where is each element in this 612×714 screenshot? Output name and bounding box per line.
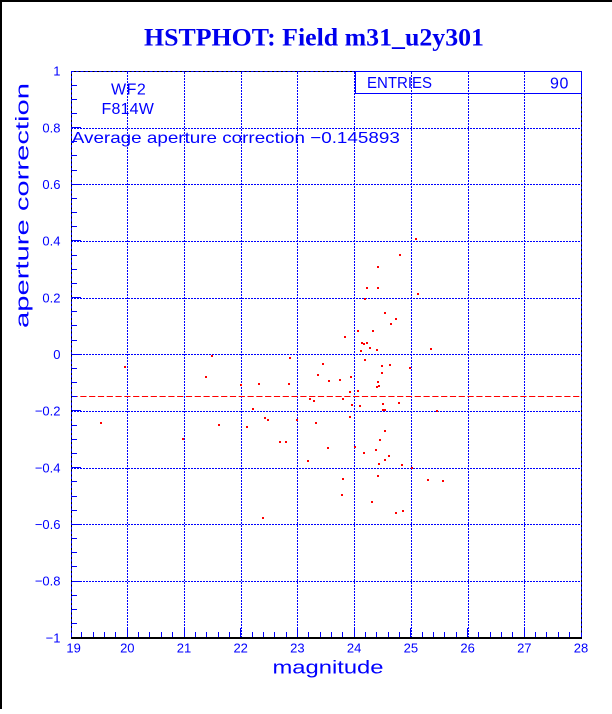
svg-text:27: 27 [517, 641, 531, 656]
svg-text:−0.2: −0.2 [35, 404, 61, 419]
svg-text:0.6: 0.6 [42, 177, 60, 192]
svg-text:28: 28 [574, 641, 588, 656]
svg-text:WF2: WF2 [111, 82, 146, 99]
svg-text:22: 22 [233, 641, 247, 656]
svg-text:−1: −1 [46, 630, 61, 645]
svg-text:19: 19 [66, 641, 80, 656]
svg-text:1: 1 [53, 64, 60, 79]
svg-text:0.2: 0.2 [42, 290, 60, 305]
svg-text:26: 26 [460, 641, 474, 656]
svg-text:0: 0 [53, 347, 60, 362]
svg-text:magnitude: magnitude [273, 658, 384, 678]
svg-text:0.4: 0.4 [42, 234, 60, 249]
svg-text:Average aperture correction −0: Average aperture correction −0.145893 [72, 130, 400, 147]
svg-text:25: 25 [404, 641, 418, 656]
svg-text:F814W: F814W [102, 101, 155, 118]
svg-text:aperture correction: aperture correction [13, 83, 33, 328]
svg-text:−0.4: −0.4 [35, 460, 61, 475]
svg-text:90: 90 [550, 75, 569, 92]
svg-text:−0.6: −0.6 [35, 517, 61, 532]
svg-text:24: 24 [347, 641, 361, 656]
svg-text:HSTPHOT: Field m31_u2y301: HSTPHOT: Field m31_u2y301 [144, 25, 484, 52]
svg-text:−0.8: −0.8 [35, 574, 61, 589]
svg-text:21: 21 [177, 641, 191, 656]
svg-text:ENTRIES: ENTRIES [367, 75, 432, 92]
svg-text:0.8: 0.8 [42, 120, 60, 135]
svg-text:20: 20 [120, 641, 134, 656]
svg-text:23: 23 [290, 641, 304, 656]
